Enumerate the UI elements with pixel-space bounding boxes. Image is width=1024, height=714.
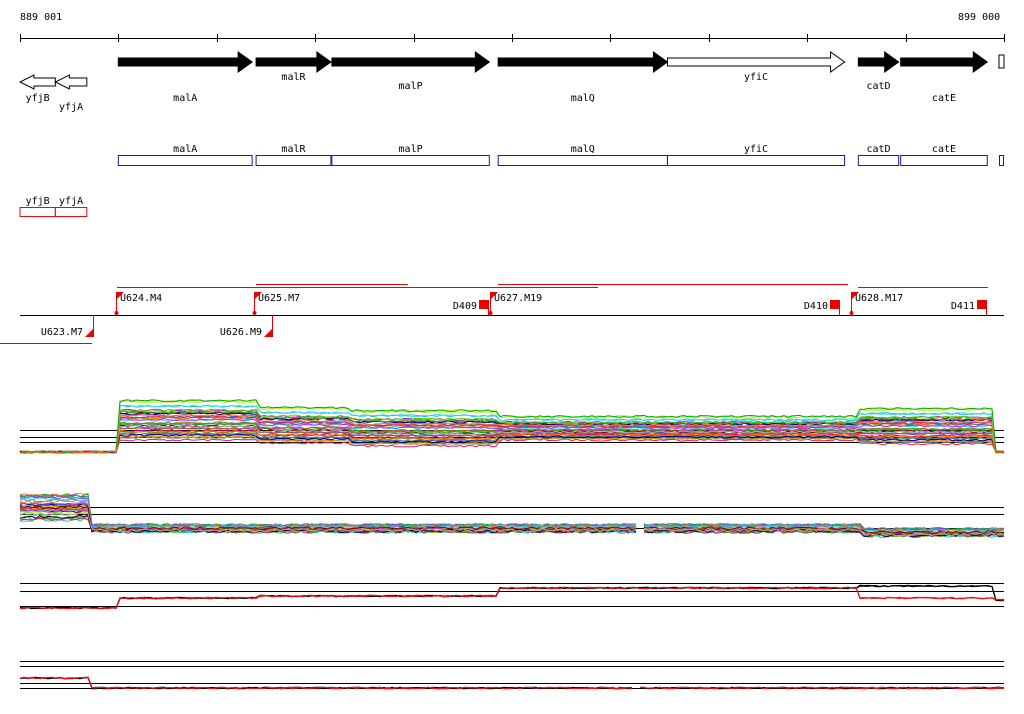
annotation-box-catE	[900, 155, 988, 166]
annotation-label-malP: malP	[399, 144, 423, 155]
profile-trace	[19, 438, 1005, 454]
marker-label-U627.M19: U627.M19	[494, 293, 542, 304]
gene-arrow-yfjA	[54, 74, 88, 90]
marker-flag-U624.M4	[116, 292, 124, 300]
profile-trace	[19, 676, 1005, 690]
gene-label-malA: malA	[173, 93, 197, 104]
marker-label-U623.M7: U623.M7	[41, 327, 83, 338]
gene-arrow-catD	[857, 51, 900, 73]
annotation-label-yfiC: yfiC	[744, 144, 768, 155]
profile-trace	[19, 433, 1005, 454]
annotation-box-yfiC	[666, 155, 846, 166]
marker-label-U628.M17: U628.M17	[855, 293, 903, 304]
annotation-box-malP	[331, 155, 490, 166]
annotation-label-malQ: malQ	[571, 144, 595, 155]
gene-label-malR: malR	[281, 72, 306, 83]
expression-panel-4	[19, 661, 1005, 690]
profile-trace	[19, 410, 1005, 454]
marker-flag-U625.M7	[254, 292, 262, 300]
expression-panel-1	[19, 399, 1005, 454]
gene-label-catD: catD	[866, 81, 890, 92]
gene-arrow-catE	[900, 51, 989, 73]
gene-arrow-malQ	[497, 51, 669, 73]
marker-dot-U624.M4	[114, 311, 119, 315]
marker-label-D411: D411	[951, 301, 975, 312]
marker-dot-U628.M17	[849, 311, 854, 315]
gene-arrow-malR	[255, 51, 332, 73]
gene-arrow-yfjB	[18, 74, 56, 90]
marker-box-D410	[830, 300, 839, 309]
expression-panel-2	[19, 492, 1005, 538]
marker-flag-U623.M7	[85, 329, 93, 337]
profile-trace	[19, 418, 1005, 454]
marker-label-U626.M9: U626.M9	[220, 327, 262, 338]
gene-arrow-partial	[998, 54, 1005, 69]
profile-trace	[19, 399, 1005, 454]
gene-label-yfiC: yfiC	[744, 72, 768, 83]
profile-trace	[19, 414, 1005, 454]
annotation-label-yfjA: yfjA	[59, 196, 83, 207]
annotation-box-catD	[857, 155, 900, 166]
marker-label-U624.M4: U624.M4	[120, 293, 162, 304]
marker-box-D409	[479, 300, 488, 309]
marker-dot-U627.M19	[488, 311, 493, 315]
marker-label-D409: D409	[453, 301, 477, 312]
annotation-box-partial	[999, 155, 1004, 166]
gene-arrow-yfiC	[666, 51, 846, 73]
gene-arrow-malP	[331, 51, 491, 73]
ruler-start-label: 889 001	[20, 12, 63, 23]
profile-trace	[19, 404, 1005, 454]
marker-flag-U626.M9	[264, 329, 272, 337]
gene-arrow-malA	[117, 51, 254, 73]
annotation-label-malA: malA	[173, 144, 197, 155]
annotation-box-yfjA	[54, 207, 88, 217]
marker-box-D411	[977, 300, 986, 309]
marker-flag-U627.M19	[490, 292, 498, 300]
profile-trace	[19, 430, 1005, 454]
annotation-box-malR	[255, 155, 332, 166]
profile-trace	[19, 421, 1005, 454]
annotation-label-malR: malR	[281, 144, 306, 155]
annotation-box-malA	[117, 155, 253, 166]
profile-trace	[19, 424, 1005, 454]
marker-label-U625.M7: U625.M7	[258, 293, 300, 304]
annotation-label-yfjB: yfjB	[26, 196, 50, 207]
profile-trace	[19, 512, 1005, 537]
gene-label-yfjB: yfjB	[26, 93, 50, 104]
profile-trace	[19, 415, 1005, 454]
profile-trace	[19, 494, 1005, 532]
annotation-box-yfjB	[19, 207, 56, 217]
marker-flag-U628.M17	[851, 292, 859, 300]
profile-trace	[19, 426, 1005, 454]
gene-label-yfjA: yfjA	[59, 102, 83, 113]
annotation-label-catE: catE	[932, 144, 956, 155]
expression-panel-3	[19, 583, 1005, 610]
ruler-end-label: 899 000	[958, 12, 1001, 23]
gene-label-malQ: malQ	[571, 93, 595, 104]
marker-label-D410: D410	[804, 301, 828, 312]
gene-label-malP: malP	[399, 81, 423, 92]
annotation-label-catD: catD	[866, 144, 890, 155]
marker-dot-U625.M7	[252, 311, 257, 315]
gene-label-catE: catE	[932, 93, 956, 104]
annotation-box-malQ	[497, 155, 668, 166]
profile-trace	[19, 586, 1005, 610]
